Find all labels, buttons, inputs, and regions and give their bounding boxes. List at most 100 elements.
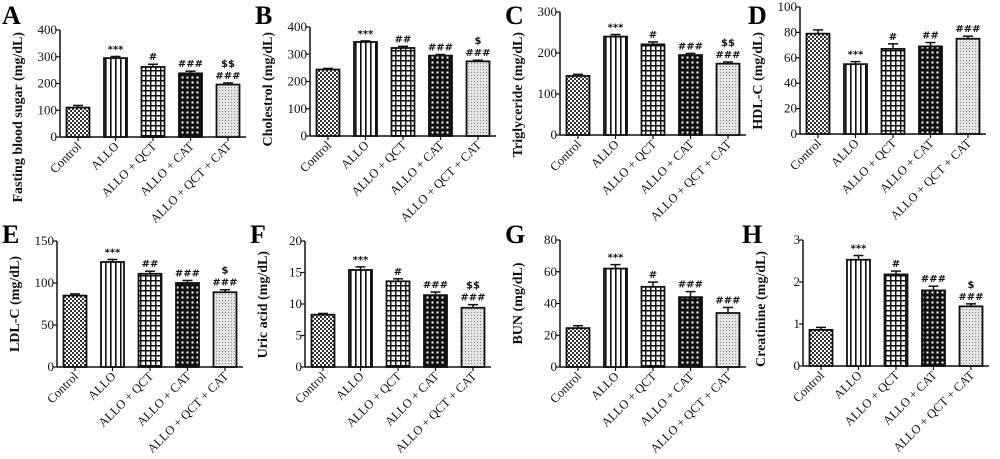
panel-f: F 0 5 10 15 20 Uric acid (mg/dL) Control *** ALLO… xyxy=(250,220,491,456)
category-label: Control xyxy=(44,369,81,406)
bar xyxy=(65,106,91,138)
y-tick-label: 100 xyxy=(35,275,55,290)
y-axis-label: LDL-C (mg/dL) xyxy=(8,256,23,352)
panel-letter: D xyxy=(748,1,767,30)
y-tick-label: 5 xyxy=(296,328,303,343)
bar xyxy=(315,68,341,137)
bar xyxy=(678,54,703,136)
significance-annotation: # xyxy=(649,270,657,281)
significance-annotation: $$ xyxy=(466,281,480,292)
y-tick-label: 200 xyxy=(288,74,308,89)
bar xyxy=(103,57,128,138)
bar xyxy=(215,83,241,138)
bar xyxy=(958,305,984,367)
significance-annotation: *** xyxy=(353,255,369,266)
significance-annotation: # xyxy=(149,52,157,63)
significance-annotation: ### xyxy=(465,48,490,59)
bar xyxy=(212,291,238,368)
bar xyxy=(955,37,981,135)
bar xyxy=(428,54,453,137)
significance-annotation: *** xyxy=(851,244,867,255)
significance-annotation: *** xyxy=(608,253,624,264)
bar xyxy=(62,294,88,368)
y-tick-label: 0 xyxy=(551,359,558,374)
y-tick-label: 15 xyxy=(289,265,302,280)
y-tick-label: 100 xyxy=(538,86,558,101)
y-tick-label: 20 xyxy=(289,233,302,248)
y-tick-label: 400 xyxy=(288,19,308,34)
significance-annotation: ### xyxy=(958,292,983,303)
panel-letter: H xyxy=(742,220,762,249)
category-label: ALLO xyxy=(831,368,864,401)
y-tick-label: 2 xyxy=(794,274,801,289)
significance-annotation: *** xyxy=(105,247,121,258)
y-tick-label: 100 xyxy=(288,101,308,116)
y-tick-label: 40 xyxy=(784,75,797,90)
category-label: ALLO xyxy=(88,139,121,172)
panel-letter: B xyxy=(255,1,272,30)
y-tick-label: 200 xyxy=(538,45,558,60)
significance-annotation: ### xyxy=(460,293,485,304)
category-label: ALLO xyxy=(85,369,118,402)
y-axis-label: Cholestrol (mg/dL) xyxy=(261,32,276,147)
y-tick-label: 300 xyxy=(538,4,558,19)
significance-annotation: # xyxy=(649,30,657,41)
panel-c: C 0 100 200 300 Triglyceride (mg/dL) Control **… xyxy=(505,1,746,224)
bar xyxy=(178,72,203,138)
y-tick-label: 0 xyxy=(551,127,558,142)
y-tick-label: 1 xyxy=(794,316,801,331)
y-tick-label: 0 xyxy=(791,126,798,141)
significance-annotation: $$ xyxy=(721,38,735,49)
bar xyxy=(175,282,200,368)
panel-b: B 0 100 200 300 400 Cholestrol (mg/dL) Control *… xyxy=(255,1,496,225)
panel-letter: E xyxy=(2,220,19,249)
significance-annotation: ### xyxy=(215,71,240,82)
y-tick-label: 20 xyxy=(784,101,797,116)
significance-annotation: ## xyxy=(395,34,412,45)
bar xyxy=(715,312,741,368)
category-label: Control xyxy=(787,136,824,173)
significance-annotation: *** xyxy=(608,23,624,34)
y-tick-label: 400 xyxy=(38,22,58,37)
significance-annotation: ## xyxy=(922,31,939,42)
significance-annotation: ### xyxy=(678,41,703,52)
bar xyxy=(918,45,943,135)
bar xyxy=(460,306,486,368)
significance-annotation: ### xyxy=(715,295,740,306)
bar xyxy=(100,261,125,368)
y-tick-label: 0 xyxy=(48,359,55,374)
panel-d: D 0 20 40 60 80 100 HDL-C (mg/dL) Control *** ALLO… xyxy=(748,0,986,223)
bar xyxy=(465,60,491,137)
significance-annotation: # xyxy=(892,259,900,270)
bar xyxy=(640,43,666,136)
y-tick-label: 200 xyxy=(38,76,58,91)
bar xyxy=(310,313,336,368)
bar xyxy=(565,75,591,136)
panel-a: A 0 100 200 300 400 Fasting blood sugar (mg/dL… xyxy=(2,1,246,226)
category-label: ALLO xyxy=(588,137,621,170)
bar xyxy=(603,35,628,136)
y-tick-label: 0 xyxy=(51,129,58,144)
y-tick-label: 100 xyxy=(38,102,58,117)
category-label: ALLO xyxy=(588,369,621,402)
category-label: Control xyxy=(297,138,334,175)
category-label: Control xyxy=(292,369,329,406)
category-label: Control xyxy=(547,137,584,174)
significance-annotation: $$ xyxy=(221,59,235,70)
bar xyxy=(678,296,703,368)
bar xyxy=(565,327,591,368)
bar xyxy=(353,41,378,137)
y-tick-label: 300 xyxy=(288,46,308,61)
significance-annotation: ### xyxy=(178,59,203,70)
category-label: ALLO xyxy=(333,369,366,402)
bar xyxy=(846,258,871,367)
y-tick-label: 20 xyxy=(544,327,557,342)
y-tick-label: 3 xyxy=(794,232,801,247)
bar xyxy=(137,272,163,368)
y-axis-label: Triglyceride (mg/dL) xyxy=(511,32,526,158)
category-label: Control xyxy=(790,368,827,405)
significance-annotation: *** xyxy=(358,29,374,40)
y-tick-label: 60 xyxy=(784,50,797,65)
